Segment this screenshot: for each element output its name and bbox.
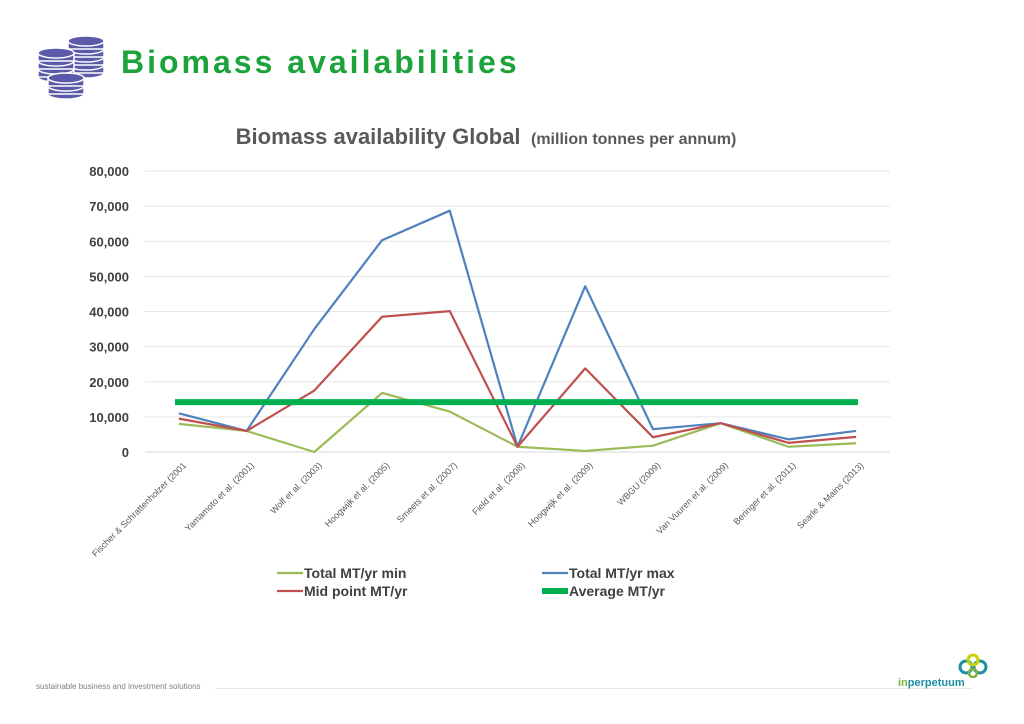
footer-divider bbox=[215, 688, 972, 689]
page-title: Biomass availabilities bbox=[121, 44, 520, 80]
y-tick-label: 10,000 bbox=[89, 410, 129, 425]
x-tick-label: Yamamoto et al. (2001) bbox=[183, 460, 256, 533]
x-tick-label: Searle & Mains (2013) bbox=[795, 460, 865, 530]
y-tick-label: 80,000 bbox=[89, 164, 129, 179]
y-tick-label: 20,000 bbox=[89, 375, 129, 390]
legend-label: Average MT/yr bbox=[569, 583, 666, 599]
x-tick-label: Beringer et al. (2011) bbox=[731, 460, 797, 526]
x-axis-ticks: Fischer & Schrattenholzer (2001Yamamoto … bbox=[90, 460, 866, 558]
x-tick-label: WBGU (2009) bbox=[615, 460, 662, 507]
gridlines bbox=[145, 170, 890, 453]
chart-title: Biomass availability Global (million ton… bbox=[236, 124, 737, 149]
y-axis-ticks: 0 10,000 20,000 30,000 40,000 50,000 60,000 70,… bbox=[89, 164, 129, 460]
x-tick-label: Hoogwijk et al. (2009) bbox=[526, 460, 595, 529]
brand-logo: inperpetuum bbox=[898, 677, 965, 689]
interlinked-rings-icon bbox=[958, 653, 988, 678]
legend: Total MT/yr min Total MT/yr max Mid point … bbox=[277, 565, 675, 599]
series-lines bbox=[175, 209, 858, 454]
footer-tagline: sustainable business and investment solu… bbox=[36, 682, 201, 691]
legend-label: Mid point MT/yr bbox=[304, 583, 408, 599]
brand-suffix: perpetuum bbox=[907, 677, 965, 689]
chart-title-main: Biomass availability Global bbox=[236, 124, 521, 149]
y-tick-label: 70,000 bbox=[89, 199, 129, 214]
brand-prefix: in bbox=[898, 677, 908, 689]
y-tick-label: 40,000 bbox=[89, 305, 129, 320]
x-tick-label: Hoogwijk et al. (2005) bbox=[323, 460, 392, 529]
legend-label: Total MT/yr min bbox=[304, 565, 406, 581]
x-tick-label: Wolf et al. (2003) bbox=[268, 460, 323, 515]
x-tick-label: Smeets et al. (2007) bbox=[395, 460, 459, 524]
y-tick-label: 30,000 bbox=[89, 340, 129, 355]
y-tick-label: 50,000 bbox=[89, 269, 129, 284]
y-tick-label: 0 bbox=[122, 445, 129, 460]
database-stack-icon bbox=[37, 35, 105, 100]
y-tick-label: 60,000 bbox=[89, 234, 129, 249]
legend-label: Total MT/yr max bbox=[569, 565, 675, 581]
x-tick-label: Fischer & Schrattenholzer (2001 bbox=[90, 460, 188, 558]
biomass-line-chart: Biomass availability Global (million ton… bbox=[89, 124, 890, 599]
x-tick-label: Van Vuuren et al. (2009) bbox=[654, 460, 730, 536]
x-tick-label: Field et al. (2008) bbox=[470, 460, 527, 517]
chart-subtitle: (million tonnes per annum) bbox=[531, 131, 736, 148]
